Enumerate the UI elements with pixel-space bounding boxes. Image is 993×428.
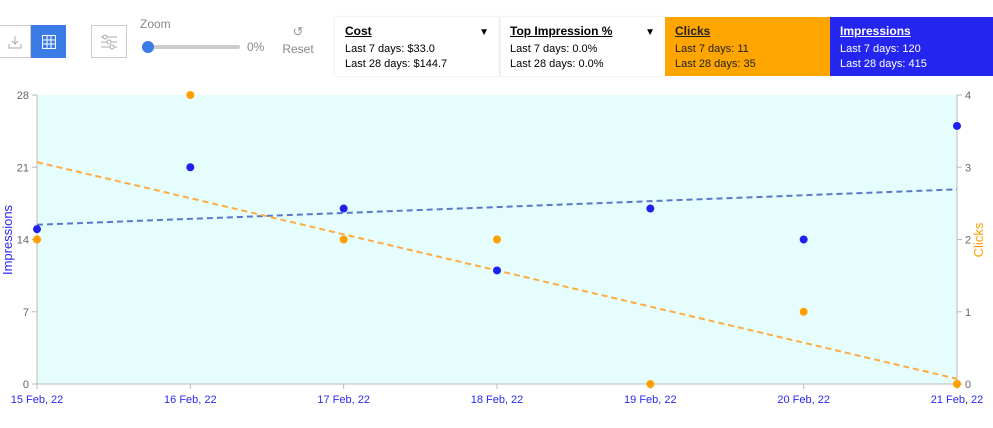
download-button[interactable] [0,25,31,58]
point-impressions [953,121,961,130]
grid-icon [41,34,56,49]
metric-card-cost[interactable]: Cost ▼ Last 7 days: $33.0 Last 28 days: $1… [335,17,500,76]
zoom-slider[interactable] [142,40,242,54]
point-clicks [339,235,348,244]
sliders-icon [101,34,117,49]
point-clicks [33,235,41,244]
point-impressions [339,204,348,213]
y-tick-label-right: 2 [965,235,971,247]
y-tick-label-left: 0 [23,379,29,391]
trendline-impressions [36,188,958,226]
zoom-value: 0% [247,40,265,54]
point-impressions [646,204,655,213]
y-tick-label-left: 7 [23,307,29,319]
point-impressions [33,225,41,234]
zoom-label: Zoom [140,17,171,31]
point-clicks [493,235,501,244]
metric-card-impressions[interactable]: Impressions Last 7 days: 120 Last 28 days… [830,17,993,76]
x-tick-label: 17 Feb, 22 [317,394,370,406]
metric-card-clicks[interactable]: Clicks Last 7 days: 11 Last 28 days: 35 [665,17,830,76]
y-tick-label-right: 3 [965,162,971,174]
point-impressions [186,163,195,172]
point-clicks [953,380,961,388]
settings-button[interactable] [91,25,127,58]
x-tick-label: 21 Feb, 22 [931,394,984,406]
metric-card-top-impression[interactable]: Top Impression % ▼ Last 7 days: 0.0% Last … [500,17,665,76]
dropdown-arrow-icon[interactable]: ▼ [645,27,655,38]
zoom-slider-thumb[interactable] [142,41,154,53]
x-tick-label: 20 Feb, 22 [777,394,830,406]
zoom-slider-track [147,45,240,49]
y-tick-label-right: 0 [965,379,971,391]
y-axis-label-left: Impressions [0,204,15,275]
y-tick-label-left: 14 [17,235,29,247]
y-tick-label-right: 4 [965,90,971,102]
point-impressions [799,235,808,244]
point-impressions [493,266,501,275]
y-axis-label-right: Clicks [971,222,986,257]
point-clicks [799,307,808,316]
x-tick-label: 18 Feb, 22 [471,394,524,406]
x-tick-label: 19 Feb, 22 [624,394,677,406]
x-tick-label: 15 Feb, 22 [11,394,64,406]
undo-icon: ↺ [292,24,304,39]
x-tick-label: 16 Feb, 22 [164,394,217,406]
y-tick-label-left: 21 [17,162,29,174]
point-clicks [186,91,195,99]
reset-button[interactable]: ↺ Reset [282,24,314,56]
table-view-button[interactable] [31,25,66,58]
y-tick-label-left: 28 [17,90,29,102]
y-tick-label-right: 1 [965,307,971,319]
dropdown-arrow-icon[interactable]: ▼ [479,27,489,38]
download-icon [8,35,21,48]
point-clicks [646,380,655,388]
